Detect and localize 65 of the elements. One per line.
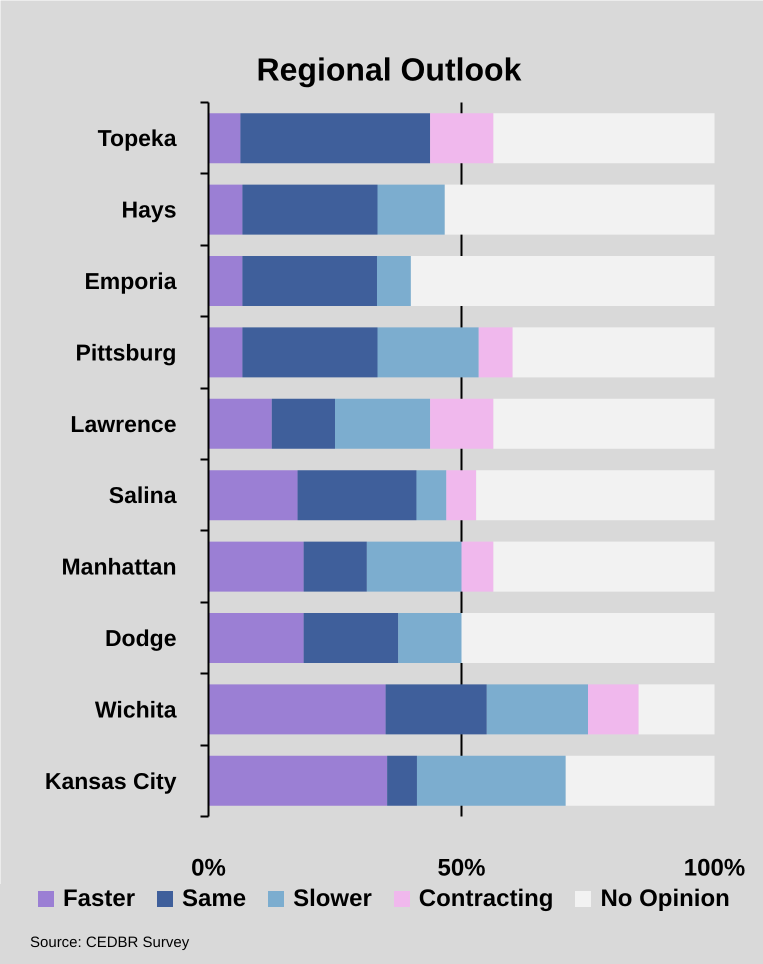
bar: [430, 398, 494, 449]
bar: [335, 398, 430, 449]
bar: [378, 327, 479, 378]
bar: [240, 113, 430, 164]
y-tick-label: Hays: [122, 196, 176, 223]
bar: [208, 327, 242, 378]
bar: [493, 113, 714, 164]
bar: [378, 184, 445, 235]
bar: [398, 613, 462, 663]
x-tick-label: 100%: [684, 854, 746, 882]
bar: [493, 398, 714, 449]
bar: [208, 542, 304, 592]
legend-label: Contracting: [418, 884, 554, 914]
y-tick-label: Emporia: [84, 268, 177, 294]
bar: [410, 256, 714, 306]
y-tick-label: Kansas City: [44, 768, 177, 794]
bar: [462, 613, 714, 663]
bar: [462, 542, 494, 592]
legend-label: Same: [182, 884, 246, 914]
bar: [208, 113, 240, 164]
bar: [430, 113, 494, 164]
bar: [387, 756, 417, 806]
legend-label: No Opinion: [600, 884, 730, 914]
bar: [242, 256, 377, 306]
bar: [486, 684, 588, 734]
bar: [208, 184, 242, 235]
bar: [493, 542, 714, 592]
bar: [242, 327, 378, 378]
bar: [444, 184, 714, 235]
bar: [446, 470, 476, 520]
legend-label: Faster: [63, 884, 136, 914]
bar: [478, 327, 513, 378]
bar: [512, 327, 714, 378]
bar: [242, 184, 378, 235]
x-tick-label: 0%: [191, 854, 226, 882]
bar: [476, 470, 714, 520]
bar: [416, 756, 566, 806]
bar: [638, 684, 714, 734]
bar: [366, 542, 462, 592]
bar: [208, 613, 304, 663]
y-tick-label: Topeka: [98, 125, 177, 152]
y-tick-label: Dodge: [104, 625, 177, 651]
legend-label: Slower: [293, 884, 372, 914]
chart-title: Regional Outlook: [256, 52, 522, 88]
bar: [208, 756, 388, 806]
y-tick-label: Manhattan: [62, 554, 176, 580]
y-tick-label: Pittsburg: [76, 339, 177, 366]
bar: [386, 684, 487, 734]
bar: [566, 756, 714, 806]
bar: [208, 398, 272, 449]
bar: [377, 256, 411, 306]
source-note: Source: CEDBR Survey: [30, 934, 190, 952]
bar: [588, 684, 639, 734]
bar: [272, 398, 335, 449]
bar: [208, 256, 242, 306]
bar: [208, 470, 298, 520]
y-tick-label: Wichita: [94, 696, 177, 722]
x-tick-label: 50%: [437, 854, 486, 882]
bar: [416, 470, 446, 520]
y-tick-label: Lawrence: [70, 410, 177, 437]
bar: [298, 470, 416, 520]
y-tick-label: Salina: [108, 482, 177, 508]
bar: [208, 684, 386, 734]
bar: [304, 613, 398, 663]
bar: [304, 542, 367, 592]
